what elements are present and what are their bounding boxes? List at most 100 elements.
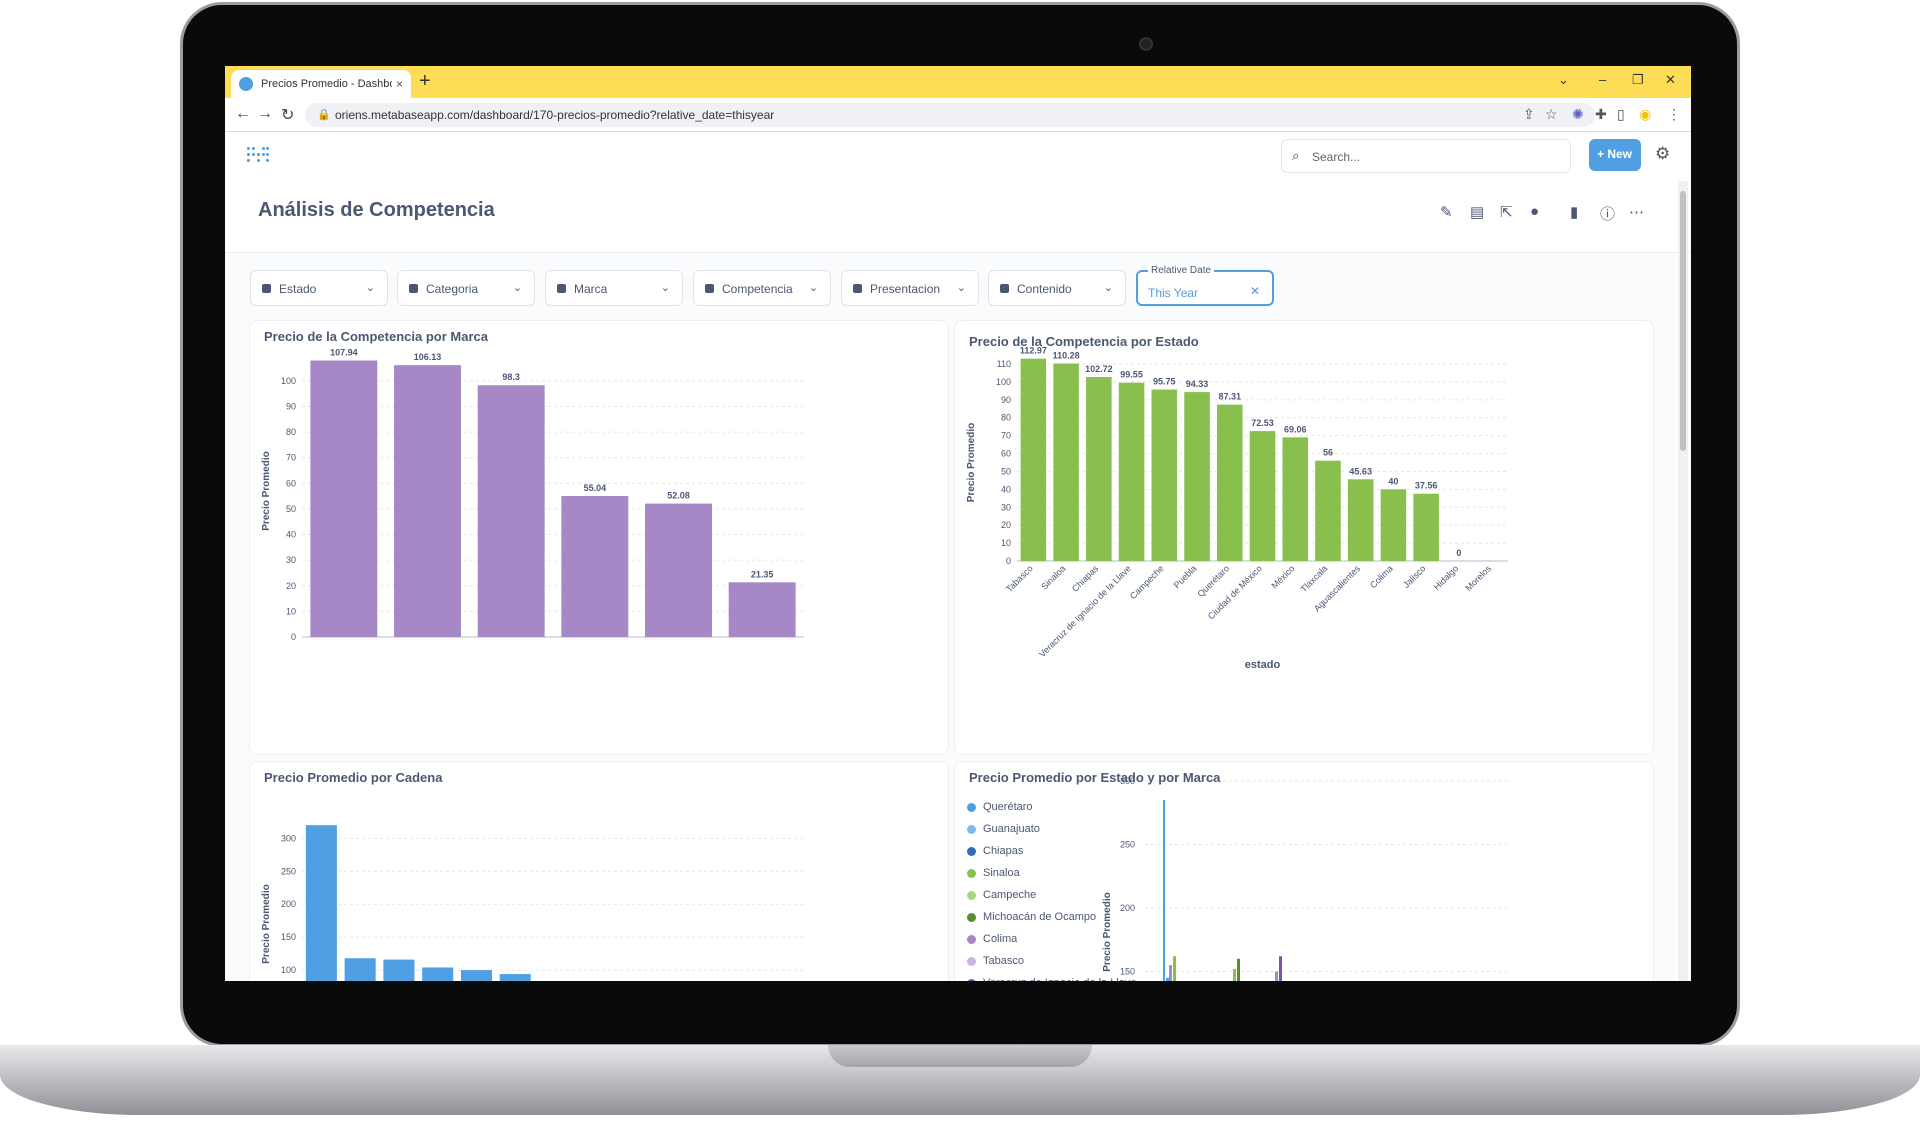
- legend-item[interactable]: Querétaro: [967, 796, 1137, 818]
- legend-label: Veracruz de Ignacio de la Llave: [983, 977, 1137, 981]
- legend-label: Michoacán de Ocampo: [983, 911, 1097, 923]
- card-precio-por-estado[interactable]: Precio de la Competencia por Estado 0 10 2…: [954, 320, 1654, 755]
- filter-presentacion[interactable]: Presentacion ⌄: [841, 270, 979, 306]
- bar: [1118, 382, 1145, 561]
- y-tick-label: 90: [1001, 395, 1011, 405]
- y-tick-label: 80: [286, 427, 296, 437]
- legend-item[interactable]: Michoacán de Ocampo: [967, 906, 1137, 928]
- tab-bar: Precios Promedio - Dashboard · Metabase …: [225, 66, 1691, 98]
- lock-icon: 🔒: [317, 109, 331, 121]
- filter-categoria[interactable]: Categoria ⌄: [397, 270, 535, 306]
- chevron-down-icon: ⌄: [1103, 282, 1113, 294]
- metabase-favicon-icon: [239, 77, 253, 91]
- x-tick-label: Sinaloa: [1039, 563, 1067, 591]
- legend-item[interactable]: Tabasco: [967, 950, 1137, 972]
- legend-dot-icon: [967, 824, 976, 834]
- new-button[interactable]: + New: [1589, 139, 1641, 171]
- bar: [477, 385, 545, 637]
- card-precio-por-estado-y-marca[interactable]: Precio Promedio por Estado y por Marca Q…: [954, 761, 1654, 981]
- bar: [1275, 971, 1278, 981]
- y-tick-label: 100: [281, 376, 296, 386]
- y-tick-label: 0: [291, 632, 296, 642]
- legend-dot-icon: [967, 802, 976, 812]
- subscriptions-icon[interactable]: ▤: [1470, 204, 1485, 221]
- maximize-icon[interactable]: ❐: [1632, 72, 1644, 87]
- search-input[interactable]: ⌕ Search...: [1281, 139, 1571, 173]
- more-options-icon[interactable]: ⋯: [1629, 204, 1644, 221]
- bookmark-star-icon[interactable]: ☆: [1545, 106, 1558, 122]
- page-scrollbar[interactable]: [1678, 181, 1688, 981]
- y-tick-label: 60: [286, 478, 296, 488]
- legend-item[interactable]: Veracruz de Ignacio de la Llave: [967, 972, 1137, 981]
- forward-icon[interactable]: →: [257, 105, 273, 122]
- new-tab-button[interactable]: +: [419, 70, 431, 92]
- info-icon[interactable]: ⓘ: [1600, 206, 1616, 223]
- clear-filter-icon[interactable]: ✕: [1249, 284, 1260, 298]
- history-icon[interactable]: ●: [1530, 203, 1540, 220]
- filter-competencia[interactable]: Competencia ⌄: [693, 270, 831, 306]
- sharing-icon[interactable]: ⇱: [1500, 204, 1513, 221]
- y-tick-label: 60: [1001, 449, 1011, 459]
- bar: [310, 360, 378, 637]
- y-axis-title: Precio Promedio: [966, 423, 977, 502]
- scrollbar-thumb[interactable]: [1680, 191, 1686, 451]
- url-field[interactable]: 🔒 oriens.metabaseapp.com/dashboard/170-p…: [305, 103, 1595, 127]
- legend-item[interactable]: Chiapas: [967, 840, 1137, 862]
- legend-item[interactable]: Sinaloa: [967, 862, 1137, 884]
- x-tick-label: Hidalgo: [1432, 563, 1461, 592]
- filter-marca[interactable]: Marca ⌄: [545, 270, 683, 306]
- share-icon[interactable]: ⇪: [1523, 106, 1535, 122]
- y-tick-label: 250: [1120, 840, 1135, 850]
- profile-icon[interactable]: ◉: [1639, 106, 1652, 122]
- edit-pencil-icon[interactable]: ✎: [1440, 204, 1453, 221]
- bar: [460, 970, 492, 981]
- bar: [1086, 377, 1112, 561]
- x-tick-label: Tabasco: [1004, 563, 1035, 594]
- menu-kebab-icon[interactable]: ⋮: [1667, 106, 1681, 122]
- legend-label: Querétaro: [983, 801, 1033, 813]
- legend-dot-icon: [967, 912, 976, 922]
- chart-legend: Querétaro Guanajuato Chiapas Sinaloa Campech…: [967, 796, 1137, 981]
- legend-dot-icon: [967, 868, 976, 878]
- minimize-icon[interactable]: –: [1599, 72, 1607, 87]
- x-tick-label: Puebla: [1172, 563, 1199, 590]
- puzzle-icon[interactable]: ✚: [1595, 106, 1607, 122]
- legend-item[interactable]: Guanajuato: [967, 818, 1137, 840]
- reload-icon[interactable]: ↻: [281, 107, 295, 124]
- back-icon[interactable]: ←: [235, 105, 251, 122]
- webcam: [1139, 37, 1153, 51]
- metabase-logo-icon[interactable]: [247, 145, 269, 165]
- chevron-down-icon: ⌄: [512, 282, 522, 294]
- legend-item[interactable]: Campeche: [967, 884, 1137, 906]
- sidepanel-icon[interactable]: ▯: [1617, 106, 1625, 122]
- close-window-icon[interactable]: ✕: [1665, 72, 1676, 87]
- data-label: 110.28: [1053, 350, 1080, 360]
- legend-item[interactable]: Colima: [967, 928, 1137, 950]
- tab-search-chevron-icon[interactable]: ⌄: [1558, 72, 1569, 87]
- x-tick-label: Campeche: [1128, 563, 1166, 601]
- plus-icon: +: [1597, 147, 1608, 161]
- bar: [1315, 460, 1341, 561]
- filter-estado[interactable]: Estado ⌄: [250, 270, 388, 306]
- gear-icon[interactable]: ⚙: [1655, 144, 1671, 163]
- data-label: 69.06: [1284, 424, 1307, 434]
- legend-dot-icon: [967, 890, 976, 900]
- card-precio-por-marca[interactable]: Precio de la Competencia por Marca 0 10 20…: [249, 320, 949, 755]
- dashboard-header: Análisis de Competencia ✎ ▤ ⇱ ● ▮ ⓘ ⋯: [225, 181, 1691, 253]
- card-precio-por-cadena[interactable]: Precio Promedio por Cadena 0501001502002…: [249, 761, 949, 981]
- search-placeholder: Search...: [1312, 150, 1361, 164]
- tab-close-icon[interactable]: ×: [395, 77, 403, 91]
- bookmark-icon[interactable]: ▮: [1570, 204, 1579, 221]
- filter-relative-date[interactable]: Relative Date This Year ✕: [1136, 265, 1274, 306]
- browser-tab[interactable]: Precios Promedio - Dashboard · Metabase …: [231, 70, 411, 98]
- card-title: Precio de la Competencia por Estado: [969, 334, 1199, 349]
- filter-contenido[interactable]: Contenido ⌄: [988, 270, 1126, 306]
- filter-relative-date-value: This Year: [1148, 286, 1199, 300]
- x-tick-label: Morelos: [1463, 563, 1493, 593]
- legend-dot-icon: [967, 934, 976, 944]
- bar: [1151, 389, 1178, 561]
- extension-icon[interactable]: ✺: [1572, 106, 1584, 122]
- y-axis-title: Precio Promedio: [1102, 892, 1113, 971]
- y-tick-label: 250: [281, 866, 296, 876]
